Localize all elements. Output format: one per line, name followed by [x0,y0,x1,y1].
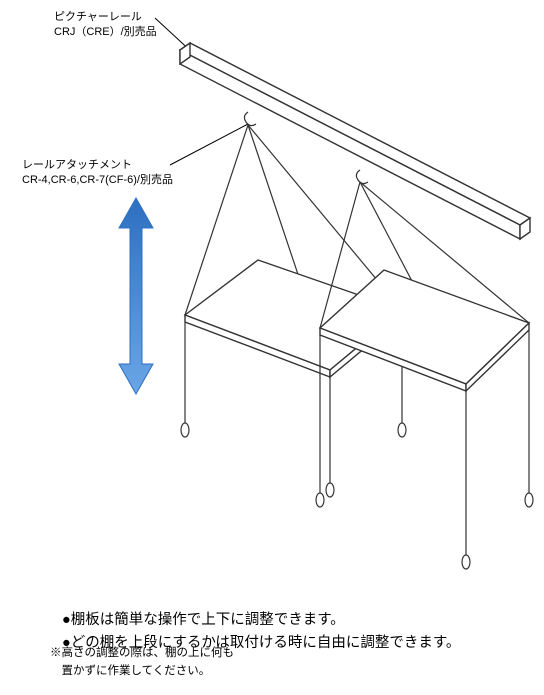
shelf-2 [320,270,529,391]
diagram-svg [0,0,544,590]
picture-rail [180,43,530,239]
footnote: ※高さの調整の際は、棚の上に何も 置かずに作業してください。 [50,644,234,681]
adjust-arrow-icon [119,198,153,394]
bullet-1: ●棚板は簡単な操作で上下に調整できます。 [62,609,460,632]
footnote-line1: ※高さの調整の際は、棚の上に何も [50,644,234,662]
diagram-root: ピクチャーレール CRJ（CRE）/別売品 レールアタッチメント CR-4,CR… [0,0,544,695]
footnote-line2: 置かずに作業してください。 [50,662,234,680]
